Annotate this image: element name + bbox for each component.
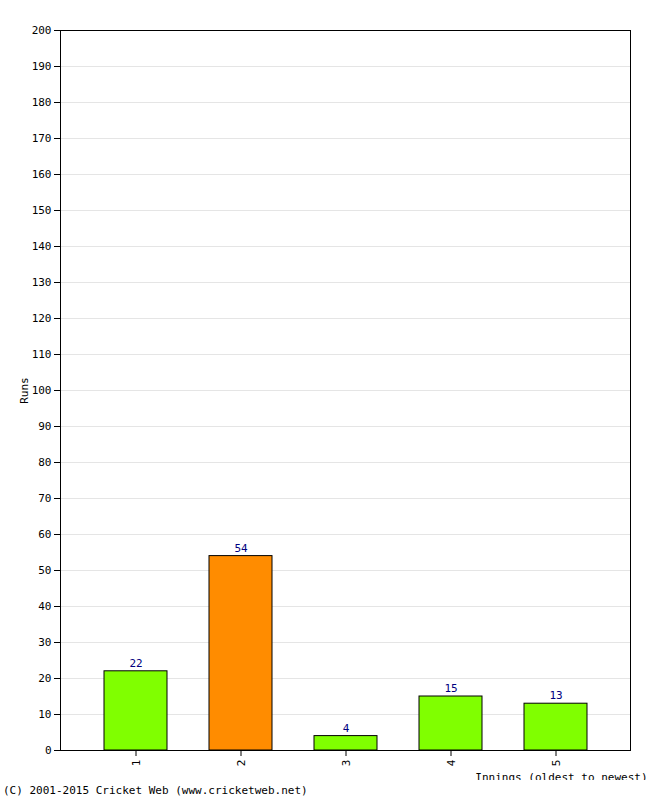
svg-text:90: 90 bbox=[38, 420, 51, 433]
html-text:(C) 2001-2015 Cricket Web (www: (C) 2001-2015 Cricket Web (www.cricketwe… bbox=[3, 784, 308, 797]
svg-text:1: 1 bbox=[130, 760, 143, 767]
svg-text:200: 200 bbox=[32, 24, 52, 37]
svg-text:4: 4 bbox=[445, 759, 458, 766]
svg-text:5: 5 bbox=[550, 760, 563, 767]
svg-text:130: 130 bbox=[32, 276, 52, 289]
svg-text:20: 20 bbox=[38, 672, 51, 685]
svg-text:54: 54 bbox=[234, 542, 248, 555]
svg-text:150: 150 bbox=[32, 204, 52, 217]
svg-text:120: 120 bbox=[32, 312, 52, 325]
svg-text:190: 190 bbox=[32, 60, 52, 73]
svg-text:100: 100 bbox=[32, 384, 52, 397]
svg-text:2: 2 bbox=[235, 760, 248, 767]
svg-text:140: 140 bbox=[32, 240, 52, 253]
svg-text:170: 170 bbox=[32, 132, 52, 145]
svg-text:180: 180 bbox=[32, 96, 52, 109]
svg-text:110: 110 bbox=[32, 348, 52, 361]
svg-text:Runs: Runs bbox=[18, 377, 31, 404]
svg-text:3: 3 bbox=[340, 760, 353, 767]
svg-text:30: 30 bbox=[38, 636, 51, 649]
svg-text:50: 50 bbox=[38, 564, 51, 577]
svg-text:0: 0 bbox=[45, 744, 52, 757]
svg-text:15: 15 bbox=[444, 682, 457, 695]
svg-text:40: 40 bbox=[38, 600, 51, 613]
svg-text:4: 4 bbox=[343, 722, 350, 735]
svg-text:13: 13 bbox=[549, 689, 562, 702]
svg-text:10: 10 bbox=[38, 708, 51, 721]
svg-text:80: 80 bbox=[38, 456, 51, 469]
svg-text:Innings (oldest to newest): Innings (oldest to newest) bbox=[475, 771, 647, 781]
svg-text:160: 160 bbox=[32, 168, 52, 181]
svg-text:22: 22 bbox=[129, 657, 142, 670]
svg-text:60: 60 bbox=[38, 528, 51, 541]
svg-text:70: 70 bbox=[38, 492, 51, 505]
